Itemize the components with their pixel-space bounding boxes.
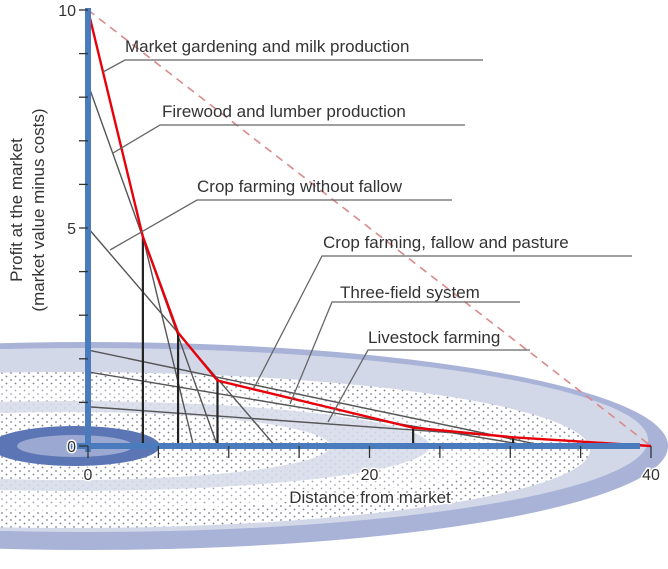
- leader-market-gardening: [102, 59, 483, 73]
- x-tick-label: 40: [642, 467, 660, 484]
- leader-livestock: [327, 349, 530, 423]
- y-axis-title-line2: (market value minus costs): [29, 108, 48, 311]
- leader-crop-fallow-pasture: [253, 255, 632, 389]
- label-crop-fallow-pasture: Crop farming, fallow and pasture: [323, 233, 569, 252]
- series-line-3: [87, 349, 546, 447]
- dashed-reference-line: [87, 9, 652, 447]
- y-tick-label: 0: [67, 439, 76, 456]
- label-three-field: Three-field system: [340, 283, 480, 302]
- label-crop-no-fallow: Crop farming without fallow: [197, 177, 403, 196]
- x-tick-label: 20: [361, 467, 379, 484]
- x-axis-title: Distance from market: [289, 488, 451, 507]
- y-axis-title-line1: Profit at the market: [7, 138, 26, 282]
- y-tick-label: 5: [67, 221, 76, 238]
- bid-rent-envelope: [86, 9, 652, 448]
- label-livestock: Livestock farming: [368, 328, 500, 347]
- label-leaders: [102, 59, 632, 423]
- x-tick-label: 0: [84, 467, 93, 484]
- label-market-gardening: Market gardening and milk production: [125, 37, 409, 56]
- leader-crop-no-fallow: [109, 199, 452, 251]
- y-tick-label: 10: [58, 3, 76, 20]
- leader-three-field: [289, 301, 520, 405]
- label-firewood: Firewood and lumber production: [162, 102, 406, 121]
- leader-firewood: [112, 124, 465, 154]
